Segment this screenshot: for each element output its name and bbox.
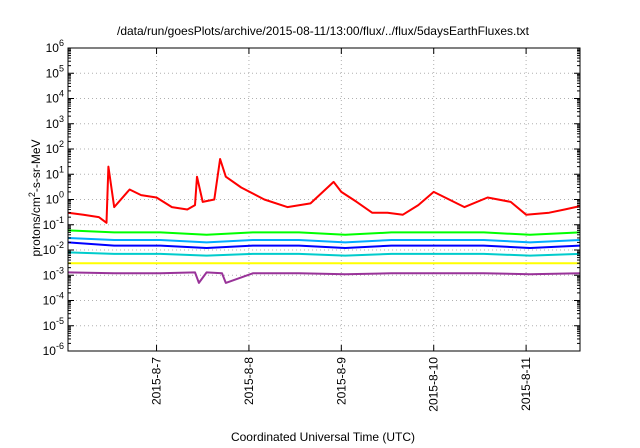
- y-tick-label: 10-4: [43, 291, 64, 308]
- y-tick-label: 104: [46, 89, 64, 106]
- y-tick-base: 10: [46, 167, 60, 181]
- series-line-2: [67, 229, 581, 236]
- y-axis-label: protons/cm2-s-sr-MeV: [27, 139, 43, 256]
- y-tick-label: 100: [46, 190, 64, 207]
- y-tick-label: 102: [46, 139, 64, 156]
- y-tick-base: 10: [46, 66, 60, 80]
- series-line-1: [67, 158, 581, 224]
- x-tick-label: 2015-8-8: [242, 357, 256, 405]
- y-tick-exponent: 3: [59, 114, 64, 124]
- y-tick-label: 10-5: [43, 316, 64, 333]
- y-tick-exponent: -4: [56, 291, 64, 301]
- grid-lines: [68, 48, 580, 351]
- x-tick-label: 2015-8-11: [519, 357, 533, 411]
- y-axis-label-prefix: protons/cm: [29, 197, 43, 256]
- y-tick-exponent: -6: [56, 341, 64, 351]
- y-tick-label: 10-3: [43, 265, 64, 282]
- y-axis-label-suffix: -s-sr-MeV: [29, 139, 43, 192]
- y-tick-exponent: -2: [56, 240, 64, 250]
- y-tick-base: 10: [46, 41, 60, 55]
- y-tick-exponent: 4: [59, 89, 64, 99]
- y-tick-exponent: -3: [56, 265, 64, 275]
- y-tick-base: 10: [43, 319, 57, 333]
- y-tick-base: 10: [43, 294, 57, 308]
- series-line-3: [67, 237, 581, 244]
- x-tick-labels: 2015-8-7 2015-8-8 2015-8-9 2015-8-10 2015-8-…: [150, 357, 534, 412]
- y-tick-label: 106: [46, 38, 64, 55]
- y-tick-exponent: -5: [56, 316, 64, 326]
- y-tick-base: 10: [43, 218, 57, 232]
- y-tick-exponent: 6: [59, 38, 64, 48]
- series-line-4: [67, 241, 581, 249]
- y-tick-label: 105: [46, 63, 64, 80]
- chart-title: /data/run/goesPlots/archive/2015-08-11/1…: [117, 24, 530, 38]
- y-tick-base: 10: [43, 268, 57, 282]
- y-tick-label: 101: [46, 164, 64, 181]
- y-tick-base: 10: [46, 92, 60, 106]
- series-line-7: [67, 271, 581, 284]
- y-tick-label: 10-2: [43, 240, 64, 257]
- y-tick-base: 10: [46, 142, 60, 156]
- y-tick-base: 10: [46, 117, 60, 131]
- y-tick-exponent: 5: [59, 63, 64, 73]
- y-tick-exponent: 2: [59, 139, 64, 149]
- x-tick-label: 2015-8-9: [334, 357, 348, 405]
- y-tick-exponent: -1: [56, 215, 64, 225]
- series-group: [67, 158, 581, 284]
- y-tick-base: 10: [43, 243, 57, 257]
- y-tick-base: 10: [43, 344, 57, 358]
- y-tick-label: 10-1: [43, 215, 64, 232]
- y-tick-label: 10-6: [43, 341, 64, 358]
- x-axis-label: Coordinated Universal Time (UTC): [231, 430, 415, 444]
- series-line-5: [67, 251, 581, 257]
- y-tick-base: 10: [46, 193, 60, 207]
- y-tick-label: 103: [46, 114, 64, 131]
- y-tick-exponent: 0: [59, 190, 64, 200]
- x-tick-label: 2015-8-7: [150, 357, 164, 405]
- tick-marks: [68, 47, 580, 352]
- y-tick-labels: 10-610-510-410-310-210-11001011021031041…: [43, 38, 64, 358]
- x-tick-label: 2015-8-10: [427, 357, 441, 412]
- y-axis-label-superscript: 2: [27, 192, 37, 197]
- y-tick-exponent: 1: [59, 164, 64, 174]
